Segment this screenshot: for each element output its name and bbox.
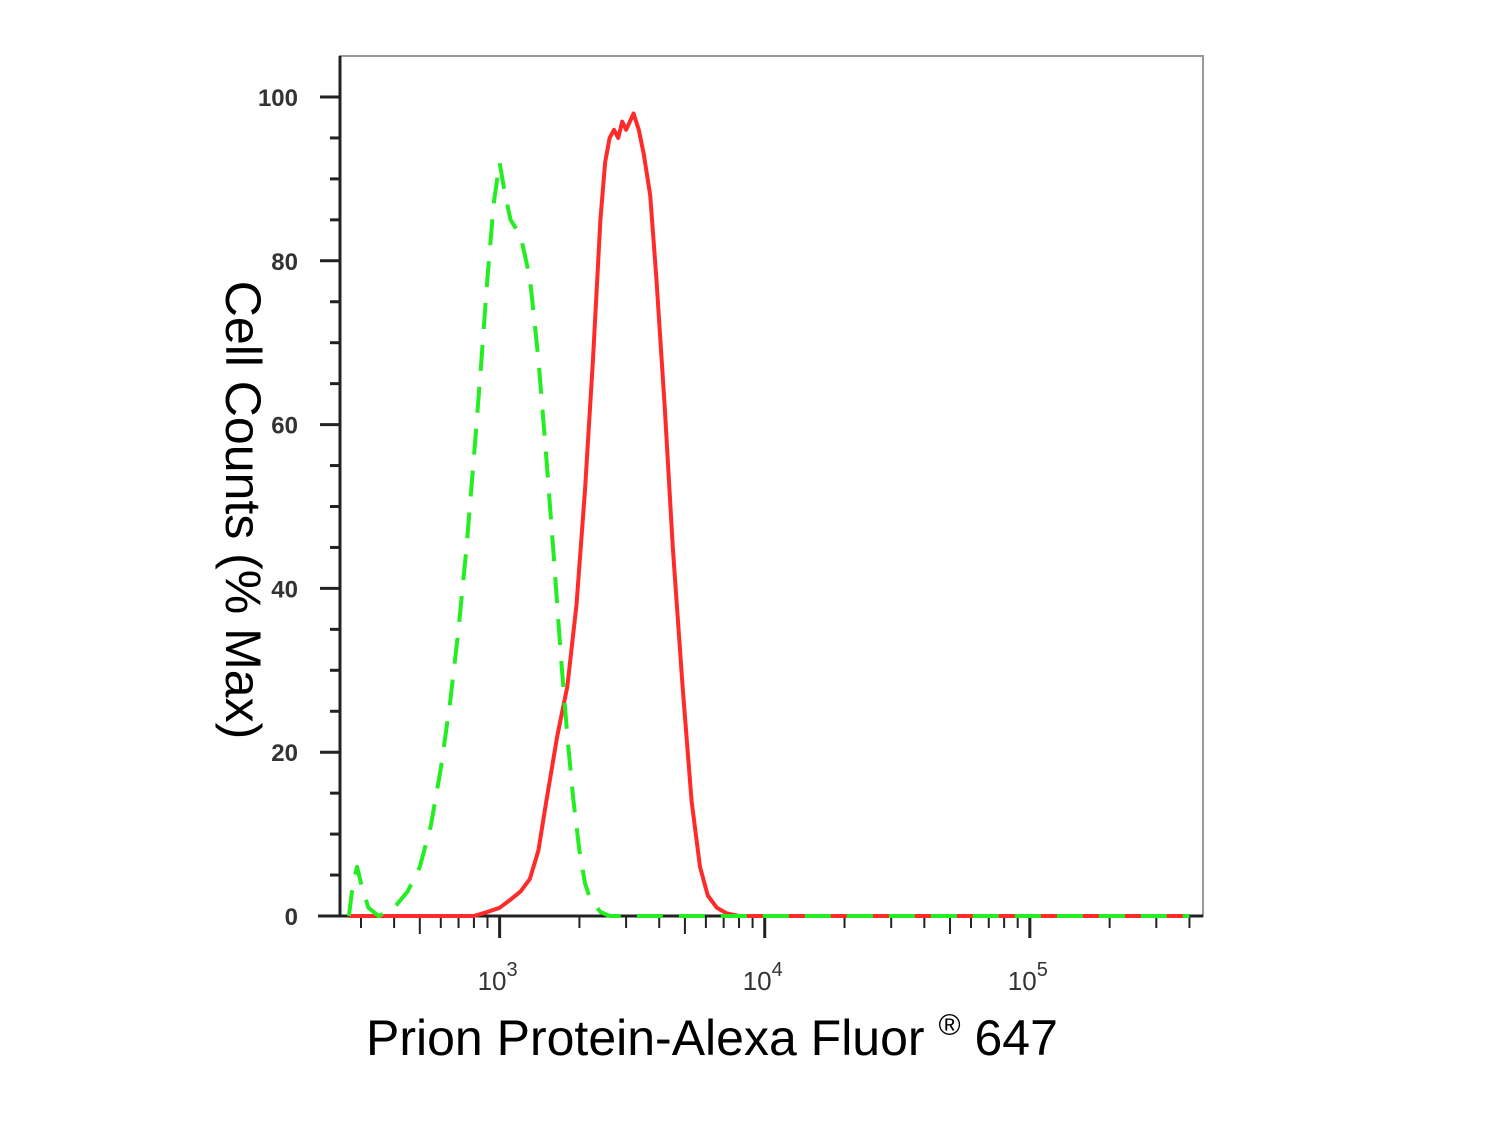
x-axis-title-suffix: 647 bbox=[975, 1010, 1058, 1066]
sample-series-line bbox=[348, 111, 1190, 918]
y-tick-label: 0 bbox=[285, 904, 298, 931]
y-axis-ticks bbox=[320, 95, 340, 918]
x-axis-title-main: Prion Protein-Alexa Fluor bbox=[366, 1010, 925, 1066]
series-layer bbox=[346, 111, 1190, 918]
y-tick-label: 60 bbox=[271, 413, 298, 440]
x-tick-label-base: 10 bbox=[1008, 966, 1037, 996]
x-axis-ticks bbox=[359, 916, 1191, 938]
x-tick-label-exponent: 5 bbox=[1037, 959, 1048, 981]
x-axis-tick-labels: 103 104 105 bbox=[478, 959, 1048, 996]
x-tick-label-base: 10 bbox=[743, 966, 772, 996]
x-tick-label-exponent: 3 bbox=[507, 959, 518, 981]
y-axis-title: Cell Counts (% Max) bbox=[215, 281, 271, 739]
y-tick-label: 100 bbox=[258, 85, 298, 112]
x-axis-title-registered: ® bbox=[938, 1009, 960, 1042]
x-tick-label: 104 bbox=[743, 959, 783, 996]
y-tick-label: 20 bbox=[271, 740, 298, 767]
control-series-line bbox=[346, 160, 1190, 918]
plot-frame bbox=[339, 55, 1204, 917]
y-tick-label: 40 bbox=[271, 576, 298, 603]
x-tick-label: 105 bbox=[1008, 959, 1048, 996]
x-tick-label-exponent: 4 bbox=[772, 959, 783, 981]
x-axis-title: Prion Protein-Alexa Fluor ® 647 bbox=[366, 990, 1058, 1066]
y-tick-label: 80 bbox=[271, 249, 298, 276]
x-tick-label: 103 bbox=[478, 959, 518, 996]
x-tick-label-base: 10 bbox=[478, 966, 507, 996]
y-axis-tick-labels: 0 20 40 60 80 100 bbox=[258, 85, 298, 931]
